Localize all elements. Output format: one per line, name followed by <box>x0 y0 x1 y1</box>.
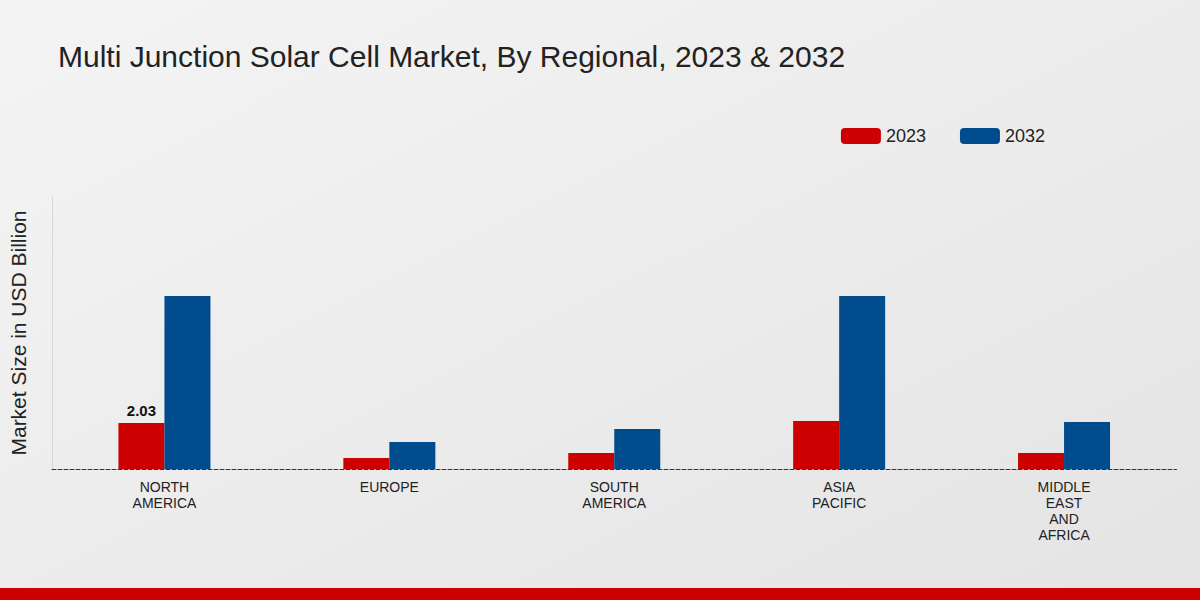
svg-text:EUROPE: EUROPE <box>360 479 419 495</box>
svg-text:SOUTH: SOUTH <box>590 479 639 495</box>
svg-text:AFRICA: AFRICA <box>1038 527 1090 543</box>
svg-text:Market Size in USD Billion: Market Size in USD Billion <box>7 210 30 455</box>
svg-text:2.03: 2.03 <box>127 402 156 419</box>
svg-text:ASIA: ASIA <box>823 479 856 495</box>
svg-text:AND: AND <box>1049 511 1079 527</box>
svg-text:EAST: EAST <box>1046 495 1083 511</box>
svg-text:AMERICA: AMERICA <box>582 495 646 511</box>
svg-text:2023: 2023 <box>886 126 926 146</box>
svg-text:NORTH: NORTH <box>140 479 190 495</box>
svg-text:Multi Junction Solar Cell Mark: Multi Junction Solar Cell Market, By Reg… <box>58 40 845 73</box>
svg-text:2032: 2032 <box>1005 126 1045 146</box>
svg-text:MIDDLE: MIDDLE <box>1038 479 1091 495</box>
svg-text:PACIFIC: PACIFIC <box>812 495 866 511</box>
svg-text:AMERICA: AMERICA <box>133 495 197 511</box>
